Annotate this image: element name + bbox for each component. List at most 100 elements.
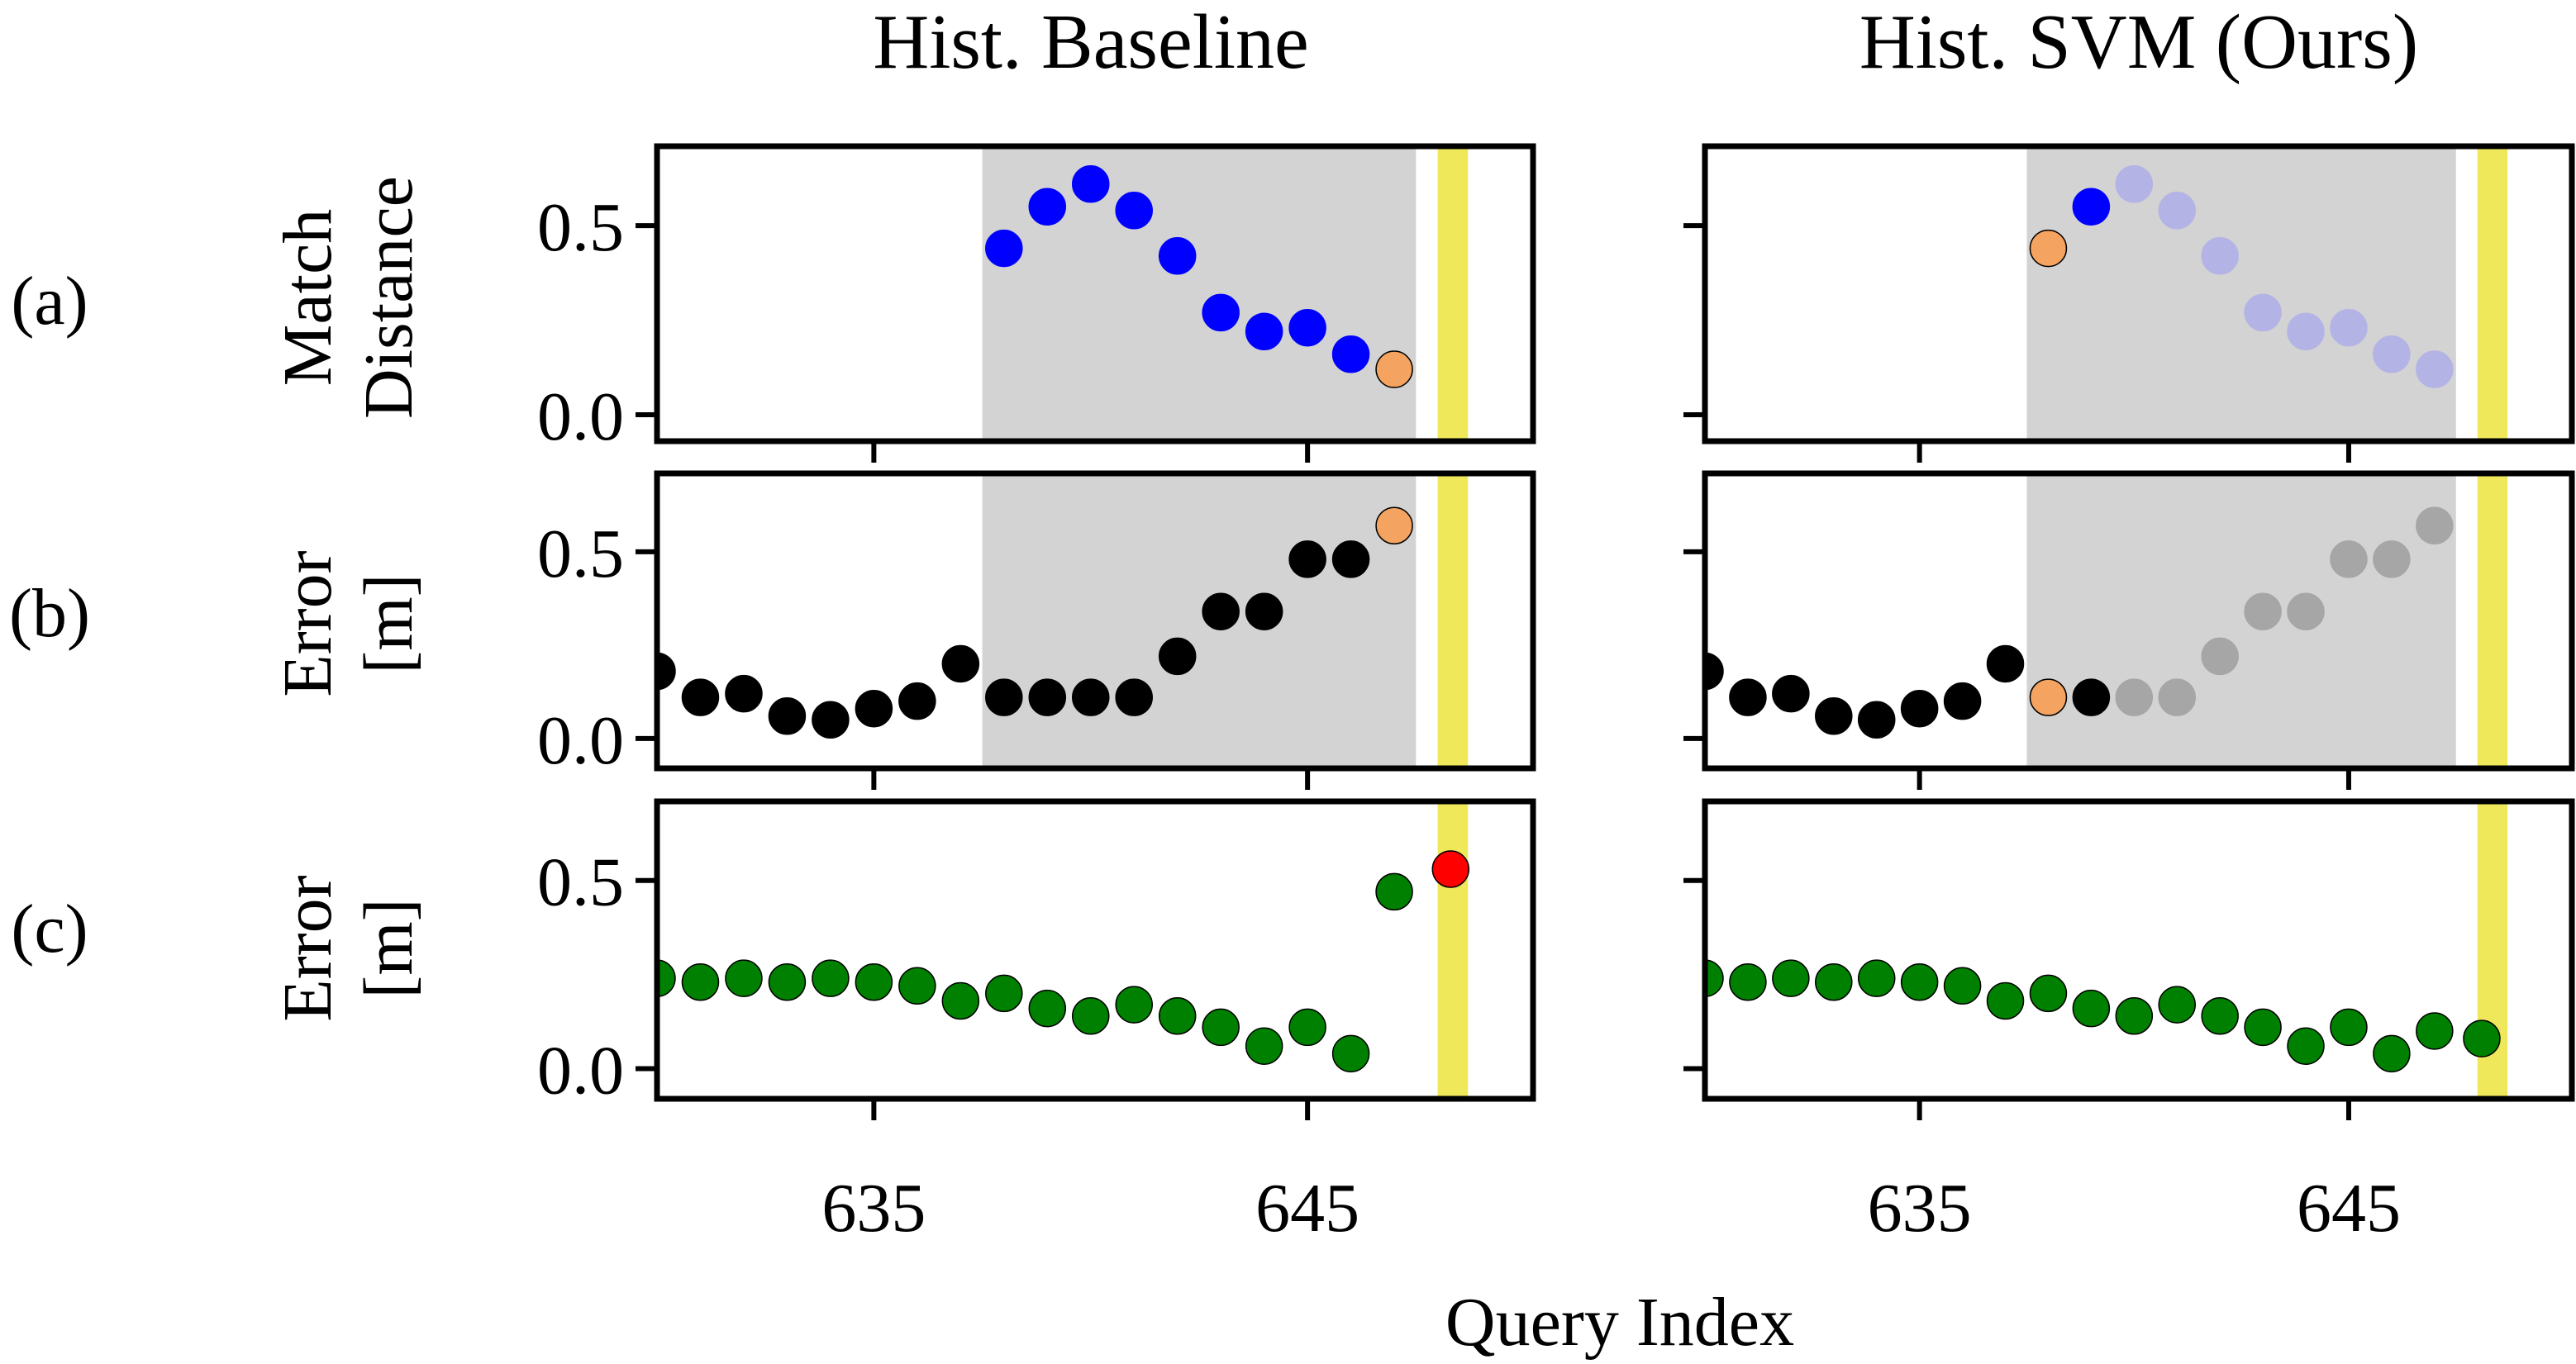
data-point-odom: [2330, 1008, 2368, 1047]
data-point-odom: [1245, 1027, 1283, 1065]
data-point-error: [1288, 540, 1326, 578]
data-point-error: [2072, 678, 2111, 716]
data-point-error: [725, 674, 763, 713]
y-tick-label: 0.0: [537, 1033, 624, 1110]
data-point-error: [1115, 678, 1153, 716]
row-tag-b: (b): [9, 575, 90, 652]
data-point-error-faded: [2158, 678, 2196, 716]
data-point-error: [1705, 652, 1724, 691]
data-point-error: [898, 682, 936, 720]
column-title-svm: Hist. SVM (Ours): [1859, 0, 2418, 85]
data-point-match-faded: [2244, 293, 2282, 332]
panel-b-baseline: 0.0 0.5: [537, 470, 1536, 790]
panel-frame: [654, 470, 1536, 772]
data-point-odom: [2373, 1034, 2411, 1073]
ylabel-row-c-line1: Error: [269, 875, 346, 1021]
history-window-shade: [2026, 473, 2456, 768]
panel-frame: [1702, 798, 2575, 1102]
data-point-odom: [2463, 1019, 2501, 1057]
y-tick-label: 0.0: [537, 378, 624, 455]
data-point-error: [855, 689, 893, 728]
data-point-odom: [1986, 981, 2025, 1020]
data-point-odom: [898, 967, 936, 1005]
ylabel-row-a-line2: Distance: [350, 176, 427, 419]
data-point-odom: [2072, 989, 2111, 1028]
panel-frame: [1702, 143, 2575, 444]
data-point-odom: [2115, 996, 2154, 1035]
data-point-odom: [855, 962, 893, 1001]
current-query-highlight: [2477, 473, 2508, 768]
panel-plot-area: [1705, 801, 2508, 1099]
data-point-match: [1245, 312, 1283, 351]
data-point-match-faded: [2115, 165, 2154, 203]
history-window-shade: [982, 473, 1417, 768]
x-tick-label: 635: [821, 1170, 926, 1247]
data-point-error: [1815, 696, 1853, 735]
panel-a-svm: [1683, 143, 2575, 463]
data-point-match-faded: [2287, 312, 2325, 351]
x-tick-label: 635: [1868, 1170, 1972, 1247]
data-point-odom: [681, 962, 720, 1001]
data-point-odom: [1202, 1008, 1240, 1047]
data-point-match: [2072, 188, 2111, 226]
ylabel-row-c: Error [m]: [269, 875, 427, 1021]
data-point-error: [1158, 637, 1197, 676]
ylabel-row-b-line1: Error: [269, 550, 346, 696]
data-point-error: [1245, 592, 1283, 630]
ylabel-row-a: Match Distance: [269, 176, 427, 419]
data-point-match: [985, 229, 1023, 268]
data-point-error: [657, 652, 676, 691]
panel-frame: [654, 143, 1536, 444]
x-tick-label: 645: [2297, 1170, 2401, 1247]
data-point-odom: [1772, 959, 1810, 997]
data-point-error: [985, 678, 1023, 716]
data-point-odom: [768, 962, 807, 1001]
data-point-match: [1072, 165, 1110, 203]
panel-c-baseline: 0.0 0.5 635 645: [537, 798, 1536, 1247]
panel-frame: [1702, 470, 2575, 772]
data-point-odom: [725, 959, 763, 997]
ylabel-row-a-line1: Match: [269, 209, 346, 387]
data-point-match: [1115, 192, 1153, 230]
panel-plot-area: [1705, 473, 2508, 768]
panel-b-svm: [1683, 470, 2575, 790]
panels: 0.0 0.5 0.0 0.5 0.0 0.5 635 645 635 645: [537, 143, 2575, 1247]
data-point-odom: [812, 959, 850, 997]
data-point-error: [1202, 592, 1240, 630]
y-tick-label: 0.5: [537, 844, 624, 921]
data-point-odom: [1815, 962, 1853, 1001]
data-point-error: [1900, 689, 1939, 728]
y-tick-label: 0.5: [537, 516, 624, 592]
panel-frame: [654, 798, 1536, 1102]
data-point-error: [1331, 540, 1370, 578]
data-point-error: [812, 701, 850, 739]
data-point-odom: [2287, 1027, 2325, 1065]
data-point-odom: [941, 981, 980, 1020]
data-point-odom-fail: [1431, 850, 1470, 888]
data-point-error: [1943, 682, 1982, 720]
current-query-highlight: [1437, 473, 1469, 768]
data-point-error: [1072, 678, 1110, 716]
data-point-error: [1857, 701, 1896, 739]
data-point-odom: [2201, 996, 2239, 1035]
x-tick-label: 645: [1255, 1170, 1359, 1247]
column-title-baseline: Hist. Baseline: [873, 0, 1308, 85]
data-point-match: [1288, 308, 1326, 347]
data-point-odom: [657, 959, 676, 997]
data-point-error-faded: [2201, 637, 2239, 676]
row-tag-a: (a): [11, 263, 88, 340]
data-point-odom: [2158, 986, 2196, 1024]
data-point-error-faded: [2416, 506, 2454, 545]
panel-a-baseline: 0.0 0.5: [537, 143, 1536, 463]
y-tick-label: 0.5: [537, 189, 624, 266]
data-point-odom: [2416, 1012, 2454, 1050]
panel-plot-area: [657, 473, 1469, 768]
row-tag-c: (c): [11, 891, 88, 967]
data-point-odom: [1375, 872, 1413, 911]
data-point-match-faded: [2373, 335, 2411, 373]
data-point-match-faded: [2416, 350, 2454, 388]
data-point-odom: [1072, 996, 1110, 1035]
data-point-error: [941, 644, 980, 683]
ylabel-row-b-line2: [m]: [350, 573, 427, 673]
panel-plot-area: [982, 146, 1469, 441]
